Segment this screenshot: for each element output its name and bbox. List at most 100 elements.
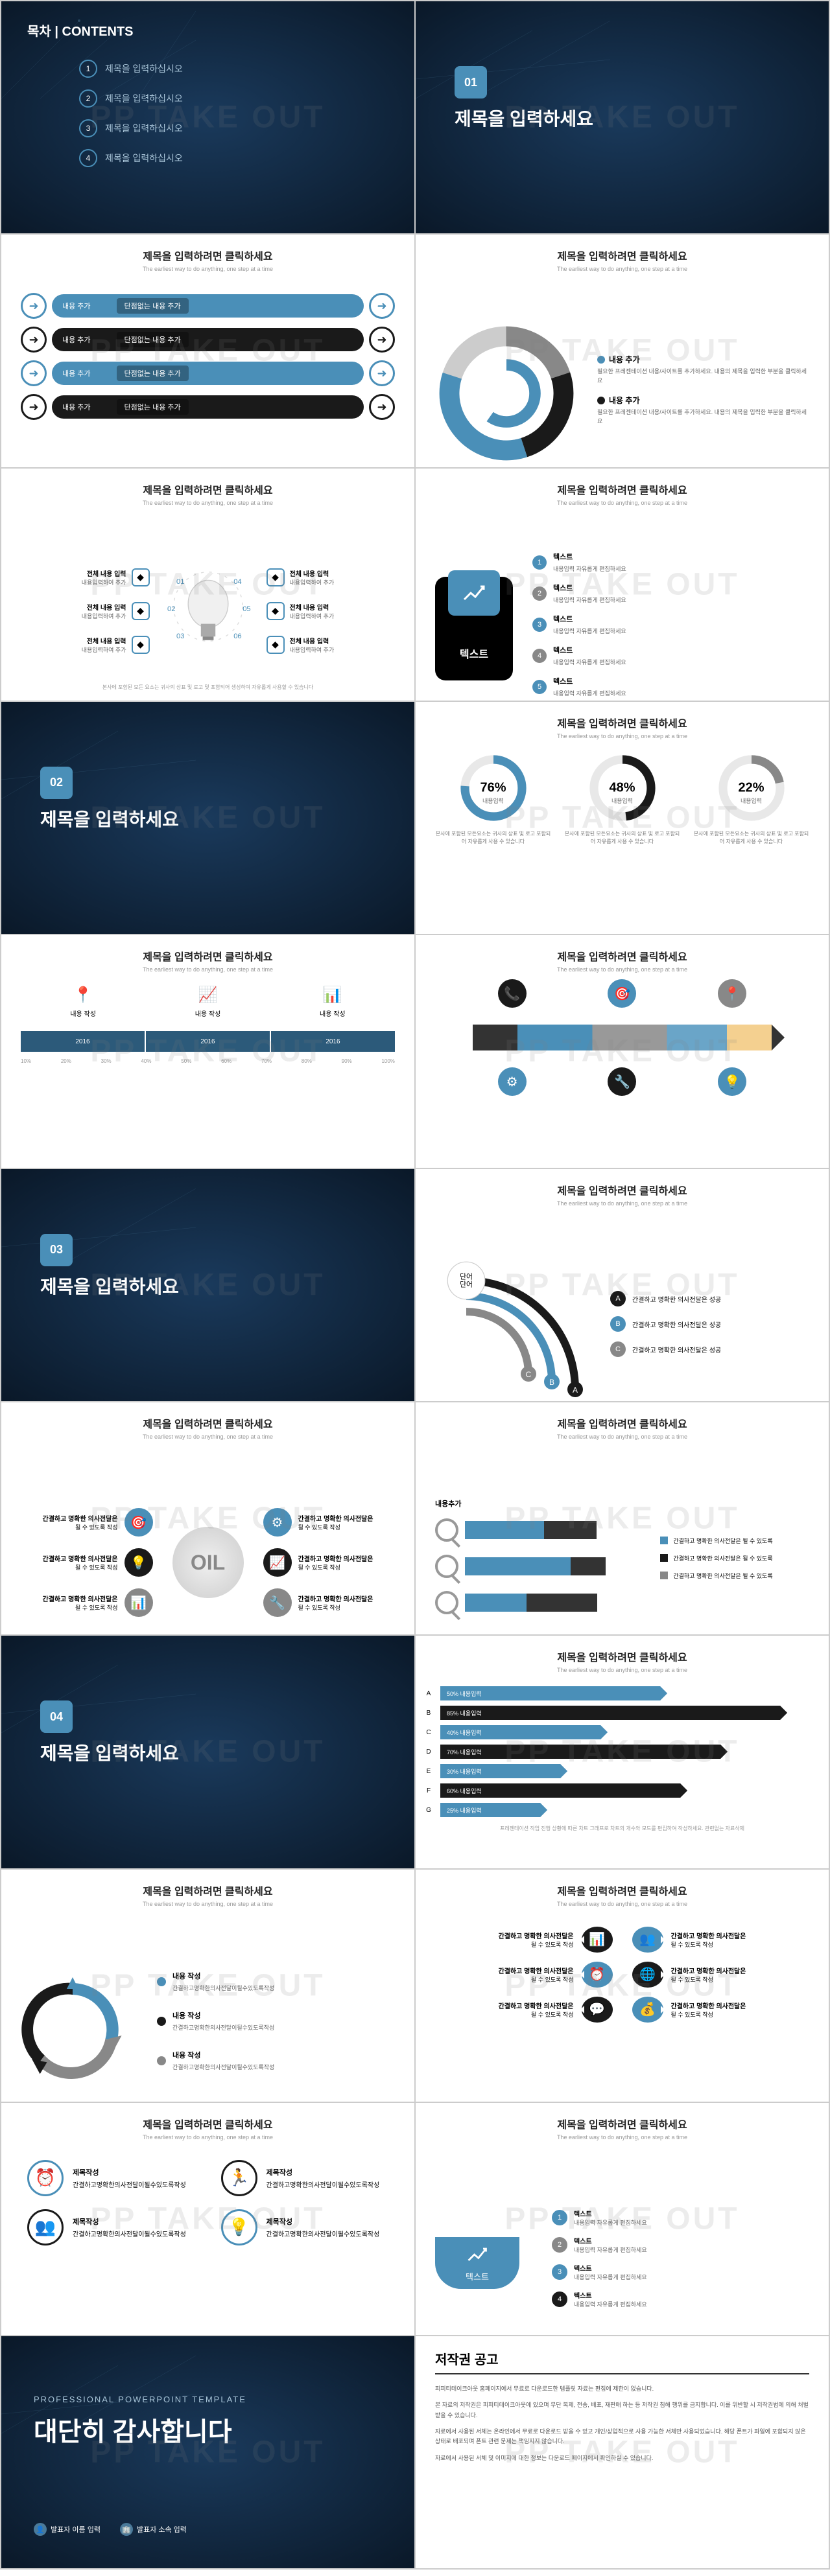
arrow-bar: 25% 내용입력.s16-bar[style*="#4a8fb8"]::afte… bbox=[440, 1803, 540, 1817]
list-row: 5텍스트내용입력 자유롭게 편집하세요 bbox=[532, 675, 809, 699]
arrow-footer: 프레젠테이션 작업 진행 상황에 따른 차트 그래프로 차트의 개수와 모드를 … bbox=[422, 1825, 822, 1832]
feature-icon: ◆ bbox=[132, 568, 150, 586]
feature-item: 📈간결하고 명확한 의사전달은될 수 있도록 작성 bbox=[263, 1548, 374, 1577]
slide-title: 제목을 입력하려면 클릭하세요 bbox=[416, 1883, 829, 1898]
legend-swatch bbox=[660, 1554, 668, 1562]
arrow-label: E bbox=[422, 1768, 435, 1775]
icon-label: 내용 작성 bbox=[195, 1008, 221, 1018]
route-start-icon: ➜ bbox=[21, 360, 47, 386]
legend-text: 간결하고 명확한 의사전달은 될 수 있도록 bbox=[673, 1554, 772, 1562]
svg-text:02: 02 bbox=[167, 605, 175, 613]
pencil-icon: 🔧 bbox=[608, 1067, 636, 1096]
pct-desc: 본사에 포함된 모든요소는 귀사의 상표 및 로고 포함되어 자유롭게 사용 수… bbox=[435, 830, 551, 846]
icon-col-item: ⏰제목작성간결하고명확한의사전달이될수있도록작성 bbox=[27, 2160, 195, 2196]
feature-text: 제목작성간결하고명확한의사전달이될수있도록작성 bbox=[73, 2216, 186, 2238]
legend-swatch bbox=[660, 1572, 668, 1579]
list-row: 2텍스트내용입력 자유롭게 편집하세요 bbox=[532, 582, 809, 605]
icon-label: 내용 작성 bbox=[70, 1008, 96, 1018]
contents-item: 4제목을 입력하십시오 bbox=[79, 149, 183, 167]
slide-header: 제목을 입력하려면 클릭하세요 The earliest way to do a… bbox=[1, 1870, 414, 1914]
timeline-icon-item: 📊내용 작성 bbox=[320, 986, 346, 1018]
pct-desc: 본사에 포함된 모든요소는 귀사의 상표 및 로고 포함되어 자유롭게 사용 수… bbox=[564, 830, 680, 846]
cycle-graphic bbox=[14, 1971, 131, 2088]
pct-donut: 22%내용입력 bbox=[716, 752, 787, 824]
scale-tick: 10% bbox=[21, 1058, 31, 1064]
contents-num: 4 bbox=[79, 149, 97, 167]
magnifier-icon bbox=[435, 1555, 458, 1578]
color-dot bbox=[597, 356, 605, 364]
route-bar: 내용 추가단점없는 내용 추가 bbox=[52, 362, 364, 385]
arrow-row: D70% 내용입력.s16-bar[style*="#1a1a1a"]::aft… bbox=[422, 1745, 822, 1759]
banner-body: 텍스트 1텍스트내용입력 자유롭게 편집하세요2텍스트내용입력 자유롭게 편집하… bbox=[416, 2147, 829, 2335]
feature-text: 간결하고 명확한 의사전달은될 수 있도록 작성 bbox=[298, 1553, 374, 1572]
arrow-label: F bbox=[422, 1787, 435, 1794]
legend-text: 간결하고 명확한 의사전달은 될 수 있도록 bbox=[673, 1537, 772, 1545]
bar-fill-1 bbox=[465, 1521, 544, 1539]
slide-oil: 제목을 입력하려면 클릭하세요 The earliest way to do a… bbox=[1, 1402, 414, 1634]
list-row: 3텍스트내용입력 자유롭게 편집하세요 bbox=[532, 613, 809, 636]
scale-tick: 100% bbox=[381, 1058, 394, 1064]
slide-bulb: 제목을 입력하려면 클릭하세요 The earliest way to do a… bbox=[1, 469, 414, 701]
route-row: ➜내용 추가단점없는 내용 추가➜ bbox=[21, 360, 395, 386]
arcs-graphic: 단어 단어 A B C bbox=[435, 1249, 591, 1401]
pct-col: 48%내용입력본사에 포함된 모든요소는 귀사의 상표 및 로고 포함되어 자유… bbox=[564, 752, 680, 846]
timeline-segment: 2016 bbox=[271, 1031, 395, 1052]
slide-section-02: 02 제목을 입력하세요 PP TAKE OUT bbox=[1, 702, 414, 934]
scale-tick: 60% bbox=[221, 1058, 231, 1064]
svg-text:01: 01 bbox=[176, 578, 184, 586]
route-end-icon: ➜ bbox=[369, 394, 395, 420]
slide-timeline: 제목을 입력하려면 클릭하세요 The earliest way to do a… bbox=[1, 935, 414, 1167]
feature-text: 전체 내용 입력내용입력하여 추가 bbox=[82, 568, 126, 586]
route-row: ➜내용 추가단점없는 내용 추가➜ bbox=[21, 293, 395, 319]
slide-subtitle: The earliest way to do anything, one ste… bbox=[416, 1901, 829, 1907]
pct-donut: 48%내용입력 bbox=[587, 752, 658, 824]
color-dot bbox=[157, 2056, 166, 2065]
bar-fill-2 bbox=[544, 1521, 597, 1539]
banner-list: 1텍스트내용입력 자유롭게 편집하세요2텍스트내용입력 자유롭게 편집하세요3텍… bbox=[552, 2209, 809, 2317]
feature-item: ◆전체 내용 입력내용입력하여 추가 bbox=[267, 602, 335, 620]
route-row: ➜내용 추가단점없는 내용 추가➜ bbox=[21, 327, 395, 353]
slide-contents: 목차 | CONTENTS 1제목을 입력하십시오2제목을 입력하십시오3제목을… bbox=[1, 1, 414, 233]
info-icon: 📍 bbox=[70, 986, 96, 1004]
info-icon: 📊 bbox=[320, 986, 346, 1004]
mag-body: 내용추가 간결하고 명확한 의사전달은 될 수 있도록간결하고 명확한 의사전달… bbox=[416, 1446, 829, 1634]
slide-header: 제목을 입력하려면 클릭하세요 The earliest way to do a… bbox=[416, 1870, 829, 1914]
mag-title: 내용추가 bbox=[435, 1498, 641, 1509]
pct-desc: 본사에 포함된 모든요소는 귀사의 상표 및 로고 포함되어 자유롭게 사용 수… bbox=[693, 830, 809, 846]
pencil-graphic bbox=[473, 1025, 772, 1050]
cycle-text: 내용 작성간결하고명확한의사전달이될수있도록작성내용 작성간결하고명확한의사전달… bbox=[157, 1970, 401, 2089]
feature-icon: ◆ bbox=[267, 636, 285, 654]
feature-item: 간결하고 명확한 의사전달은될 수 있도록 작성📊 bbox=[43, 1588, 153, 1617]
slide-subtitle: The earliest way to do anything, one ste… bbox=[1, 500, 414, 506]
slide-title: 제목을 입력하려면 클릭하세요 bbox=[1, 248, 414, 263]
contents-text: 제목을 입력하십시오 bbox=[105, 122, 183, 135]
pencil-icon: 💡 bbox=[718, 1067, 746, 1096]
bubble-item: ⏰간결하고 명확한 의사전달은될 수 있도록 작성 bbox=[435, 1962, 613, 1988]
pencil-icon: 📞 bbox=[498, 979, 527, 1008]
cycle-text-row: 내용 작성간결하고명확한의사전달이될수있도록작성 bbox=[157, 1970, 401, 1993]
feature-icon: 📊 bbox=[124, 1588, 153, 1617]
arcs-body: 단어 단어 A B C A간결하고 명확한 의사전달은 성공B간결하고 명확한 … bbox=[416, 1213, 829, 1401]
person-icon: 👤 bbox=[34, 2523, 47, 2536]
thanks-sub: PROFESSIONAL POWERPOINT TEMPLATE bbox=[34, 2395, 246, 2404]
route-start-icon: ➜ bbox=[21, 327, 47, 353]
route-start-icon: ➜ bbox=[21, 293, 47, 319]
pct-label: 내용입력 bbox=[741, 796, 762, 805]
route-segment: 단점없는 내용 추가 bbox=[117, 399, 189, 415]
legend-row: C간결하고 명확한 의사전달은 성공 bbox=[610, 1341, 809, 1357]
slide-bubbles: 제목을 입력하려면 클릭하세요 The earliest way to do a… bbox=[416, 1870, 829, 2102]
feature-text: 제목작성간결하고명확한의사전달이될수있도록작성 bbox=[267, 2167, 380, 2189]
feature-item: 전체 내용 입력내용입력하여 추가◆ bbox=[82, 636, 150, 654]
legend-row: 간결하고 명확한 의사전달은 될 수 있도록 bbox=[660, 1554, 809, 1562]
svg-text:04: 04 bbox=[233, 578, 241, 586]
bubble-item: 🌐간결하고 명확한 의사전달은될 수 있도록 작성 bbox=[632, 1962, 810, 1988]
icon-col-item: 💡제목작성간결하고명확한의사전달이될수있도록작성 bbox=[221, 2209, 389, 2245]
feature-item: 🔧간결하고 명확한 의사전달은될 수 있도록 작성 bbox=[263, 1588, 374, 1617]
arrow-bar: 50% 내용입력.s16-bar[style*="#4a8fb8"]::afte… bbox=[440, 1686, 660, 1700]
feature-icon: 💡 bbox=[124, 1548, 153, 1577]
route-end-icon: ➜ bbox=[369, 293, 395, 319]
scale-tick: 40% bbox=[141, 1058, 151, 1064]
timeline-scale: 10%20%30%40%50%60%70%80%90%100% bbox=[21, 1058, 395, 1064]
feature-icon: 🏃 bbox=[221, 2160, 257, 2196]
banner-graphic: 텍스트 bbox=[435, 2237, 532, 2289]
